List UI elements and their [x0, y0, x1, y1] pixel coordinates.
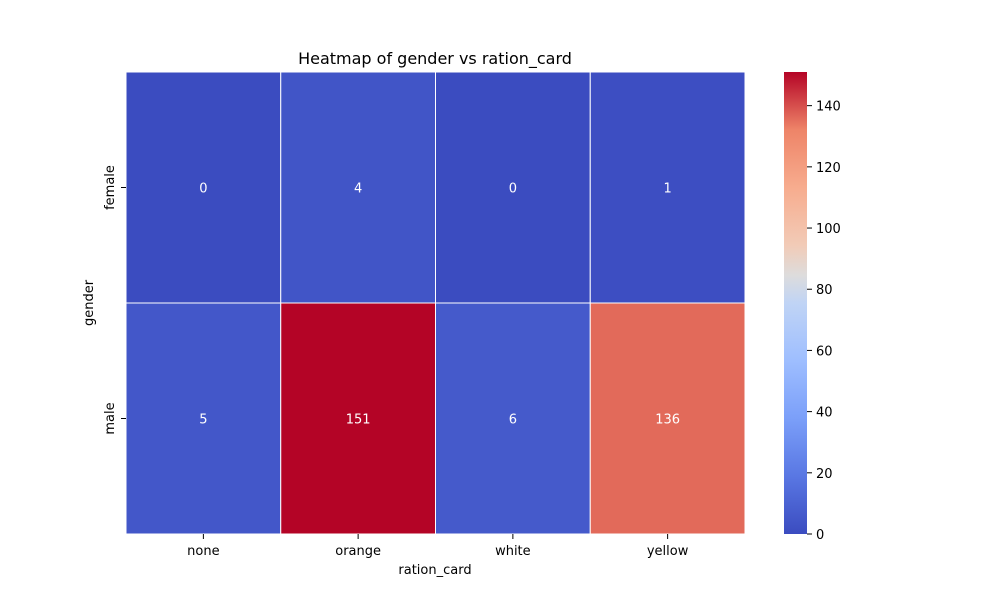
- cell-value-label: 6: [509, 413, 517, 428]
- heatmap-cell: [125, 71, 282, 304]
- colorbar-tick-label: 40: [816, 406, 833, 421]
- heatmap-cell: [435, 302, 591, 535]
- colorbar-tick-label: 20: [816, 467, 833, 482]
- x-axis-ticks: none orange white yellow: [187, 534, 689, 559]
- y-tick-label: male: [103, 402, 118, 434]
- heatmap-cell: [280, 71, 436, 304]
- cell-value-label: 0: [199, 182, 207, 197]
- colorbar: 0 20 40 60 80 100 120 140: [784, 72, 841, 543]
- x-tick-label: white: [495, 544, 531, 559]
- colorbar-tick-label: 100: [816, 222, 841, 237]
- heatmap-cell: [589, 71, 746, 304]
- cell-value-label: 151: [346, 413, 371, 428]
- y-axis-ticks: female male: [103, 165, 126, 435]
- colorbar-tick-label: 0: [816, 528, 824, 543]
- heatmap-cell: [435, 71, 591, 304]
- colorbar-tick-label: 140: [816, 100, 841, 115]
- y-tick-label: female: [103, 165, 118, 210]
- cell-value-label: 1: [663, 182, 671, 197]
- chart-title: Heatmap of gender vs ration_card: [298, 49, 572, 69]
- colorbar-tick-label: 80: [816, 283, 833, 298]
- x-tick-label: none: [187, 544, 219, 559]
- heatmap-cells: 0 4 0 15 151 6 136: [125, 71, 746, 535]
- colorbar-tick-label: 60: [816, 344, 833, 359]
- x-tick-label: yellow: [647, 544, 689, 559]
- heatmap-cell: [125, 302, 282, 535]
- colorbar-tick-label: 120: [816, 161, 841, 176]
- y-axis-label: gender: [82, 279, 97, 326]
- heatmap-cell: [589, 302, 746, 535]
- colorbar-gradient: [784, 72, 807, 534]
- x-axis-label: ration_card: [398, 563, 471, 578]
- heatmap-cell: [280, 302, 436, 535]
- cell-value-label: 136: [655, 413, 680, 428]
- x-tick-label: orange: [335, 544, 381, 559]
- cell-value-label: 5: [199, 413, 207, 428]
- cell-value-label: 4: [354, 182, 362, 197]
- cell-value-label: 0: [509, 182, 517, 197]
